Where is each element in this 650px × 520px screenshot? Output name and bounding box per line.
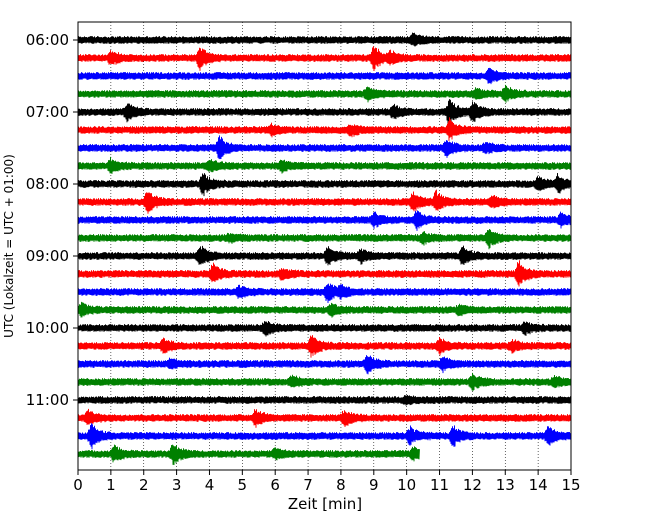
x-tick-label: 3	[172, 476, 182, 494]
y-axis-ticks: 06:00 07:00 08:00 09:00 10:00 11:00	[26, 31, 78, 409]
trace-0600	[78, 32, 572, 47]
y-axis-label: UTC (Lokalzeit = UTC + 01:00)	[2, 154, 16, 338]
x-tick-label: 11	[430, 476, 449, 494]
x-tick-label: 5	[238, 476, 248, 494]
y-tick-label: 09:00	[26, 247, 69, 265]
trace-1015	[78, 335, 572, 358]
trace-1030	[78, 355, 572, 375]
y-tick-label: 11:00	[26, 391, 69, 409]
x-axis-ticks: 0 1 2 3 4 5 6 7 8 9 10 11 12 13 14 15	[73, 470, 581, 494]
trace-1045	[78, 372, 572, 392]
y-tick-label: 07:00	[26, 103, 69, 121]
trace-1145	[78, 444, 420, 466]
trace-0630	[78, 67, 572, 85]
plot-frame	[77, 21, 572, 471]
trace-1130	[78, 423, 572, 450]
trace-0945	[78, 301, 572, 318]
traces	[78, 32, 572, 466]
trace-0900	[78, 245, 572, 266]
x-tick-label: 8	[336, 476, 346, 494]
trace-0700	[78, 99, 572, 124]
trace-1000	[78, 320, 572, 337]
trace-1100	[78, 394, 572, 406]
trace-0830	[78, 210, 572, 231]
y-tick-label: 06:00	[26, 31, 69, 49]
x-tick-label: 10	[397, 476, 416, 494]
trace-1115	[78, 408, 572, 428]
trace-0930	[78, 283, 572, 304]
trace-0915	[78, 260, 572, 287]
x-axis-label: Zeit [min]	[288, 495, 362, 513]
x-tick-label: 2	[139, 476, 149, 494]
trace-0800	[78, 172, 572, 197]
x-tick-label: 13	[496, 476, 515, 494]
x-tick-label: 4	[205, 476, 215, 494]
trace-0715	[78, 117, 572, 141]
x-tick-label: 0	[73, 476, 83, 494]
x-tick-label: 9	[369, 476, 379, 494]
y-tick-label: 08:00	[26, 175, 69, 193]
y-tick-label: 10:00	[26, 319, 69, 337]
trace-0745	[78, 156, 572, 174]
trace-0845	[78, 228, 572, 250]
x-tick-label: 7	[303, 476, 313, 494]
x-tick-label: 12	[463, 476, 482, 494]
trace-0645	[78, 84, 572, 103]
trace-0730	[78, 135, 572, 160]
x-tick-label: 6	[270, 476, 280, 494]
x-tick-label: 15	[561, 476, 580, 494]
trace-0815	[78, 189, 572, 214]
x-tick-label: 1	[106, 476, 116, 494]
x-tick-label: 14	[529, 476, 548, 494]
trace-0615	[78, 46, 572, 72]
